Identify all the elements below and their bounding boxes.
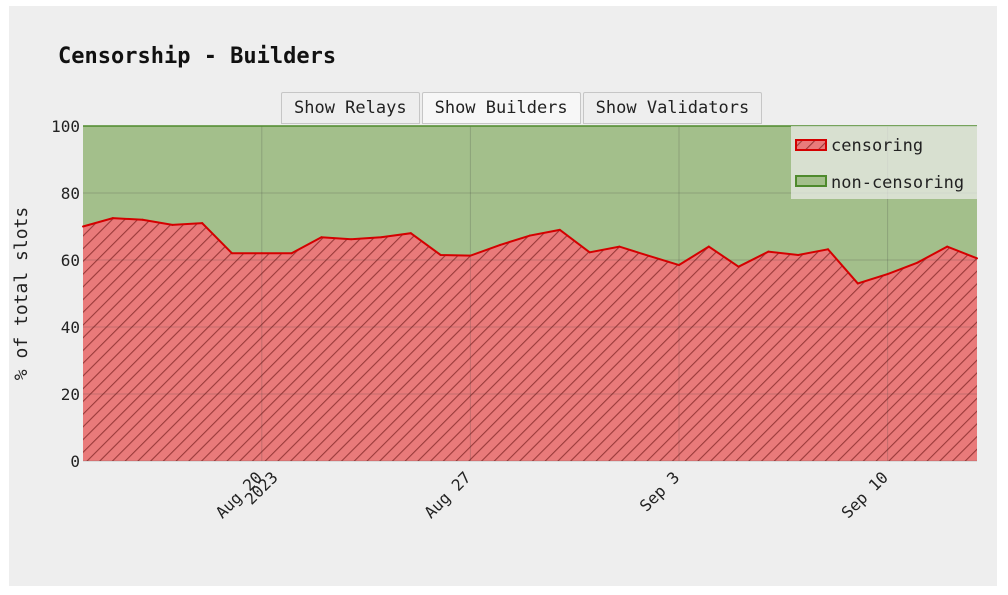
y-tick-label: 40 <box>61 318 80 337</box>
y-tick-label: 20 <box>61 385 80 404</box>
y-tick-label: 60 <box>61 251 80 270</box>
censoring-point <box>648 254 651 257</box>
censoring-point <box>558 228 561 231</box>
page-title: Censorship - Builders <box>58 44 337 69</box>
censoring-point <box>737 265 740 268</box>
x-tick-label: Aug 27 <box>420 468 474 522</box>
censoring-point <box>916 261 919 264</box>
censoring-point <box>976 257 978 260</box>
censoring-point <box>171 223 174 226</box>
legend-swatch-censoring <box>795 139 827 151</box>
y-tick-label: 80 <box>61 184 80 203</box>
censoring-point <box>678 264 680 267</box>
series-non-censoring-area <box>83 126 977 284</box>
censoring-point <box>201 222 204 225</box>
show-builders-button[interactable]: Show Builders <box>421 92 581 124</box>
legend-label-non-censoring: non-censoring <box>831 173 964 193</box>
censoring-point <box>946 245 949 248</box>
censoring-point <box>529 234 531 237</box>
y-tick-label: 100 <box>51 117 80 136</box>
show-validators-button[interactable]: Show Validators <box>582 92 763 124</box>
x-tick-label: Sep 3 <box>636 468 683 515</box>
series-censoring-area <box>83 218 977 461</box>
censoring-point <box>499 243 502 246</box>
x-tick-label: Sep 10 <box>838 468 892 522</box>
censoring-point <box>707 245 710 248</box>
censoring-point <box>320 236 323 239</box>
legend-label-censoring: censoring <box>831 136 923 156</box>
censoring-point <box>260 252 263 255</box>
legend-swatch-non-censoring <box>795 175 827 187</box>
censoring-point <box>469 254 472 257</box>
x-tick-group: Sep 3 <box>636 468 683 515</box>
x-tick-group: Aug 27 <box>420 468 474 522</box>
censoring-point <box>827 248 829 251</box>
censoring-point <box>618 245 621 248</box>
censoring-point <box>588 251 591 254</box>
view-toggle-group: Show Relays Show Builders Show Validator… <box>281 92 763 124</box>
censoring-point <box>290 252 293 255</box>
censoring-point <box>439 253 442 256</box>
censoring-point <box>409 232 412 235</box>
censoring-point <box>380 236 382 239</box>
censoring-point <box>82 225 84 228</box>
censoring-point <box>886 273 889 276</box>
censoring-point <box>797 253 800 256</box>
censoring-point <box>767 250 770 253</box>
censoring-point <box>856 282 859 285</box>
plot-area <box>82 125 978 462</box>
censoring-point <box>111 217 114 220</box>
censoring-point <box>141 218 144 221</box>
censoring-point <box>231 252 233 255</box>
y-tick-label: 0 <box>70 452 80 471</box>
y-axis-label: % of total slots <box>11 207 32 380</box>
x-tick-group: Sep 10 <box>838 468 892 522</box>
censoring-point <box>350 238 353 241</box>
show-relays-button[interactable]: Show Relays <box>281 92 420 124</box>
legend[interactable]: censoring non-censoring <box>791 126 977 199</box>
